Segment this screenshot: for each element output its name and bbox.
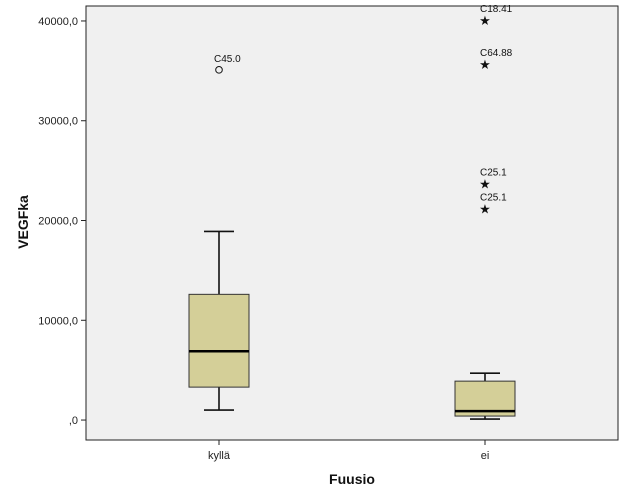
outlier-circle bbox=[215, 66, 223, 74]
box-layer: C45.0★C18.41★C64.88★C25.1★C25.1 bbox=[188, 4, 516, 420]
plot-area bbox=[85, 5, 619, 441]
outlier-label: C18.41 bbox=[480, 4, 513, 15]
y-tick-label: 30000,0 bbox=[38, 116, 78, 128]
box-group-ei: ★C18.41★C64.88★C25.1★C25.1 bbox=[454, 4, 516, 420]
y-tick-label: 40000,0 bbox=[38, 16, 78, 28]
extreme-star: ★ bbox=[479, 14, 491, 29]
y-tick-label: 20000,0 bbox=[38, 216, 78, 228]
y-tick-label: 10000,0 bbox=[38, 315, 78, 327]
outlier-label: C25.1 bbox=[480, 168, 507, 179]
outlier-label: C45.0 bbox=[214, 54, 241, 65]
y-axis: ,0 10000,0 20000,0 30000,0 40000,0 bbox=[38, 16, 86, 427]
x-axis: kyllä ei bbox=[208, 440, 489, 462]
y-axis-title: VEGFka bbox=[15, 195, 31, 249]
y-tick-label: ,0 bbox=[69, 415, 78, 427]
extreme-star: ★ bbox=[479, 203, 491, 218]
x-tick-label: ei bbox=[481, 450, 490, 462]
box-group-kyllä: C45.0 bbox=[188, 54, 250, 411]
outlier-label: C64.88 bbox=[480, 48, 513, 59]
extreme-star: ★ bbox=[479, 178, 491, 193]
x-tick-label: kyllä bbox=[208, 450, 231, 462]
extreme-star: ★ bbox=[479, 58, 491, 73]
iqr-box bbox=[188, 293, 250, 388]
outlier-label: C25.1 bbox=[480, 193, 507, 204]
x-axis-title: Fuusio bbox=[329, 471, 375, 487]
